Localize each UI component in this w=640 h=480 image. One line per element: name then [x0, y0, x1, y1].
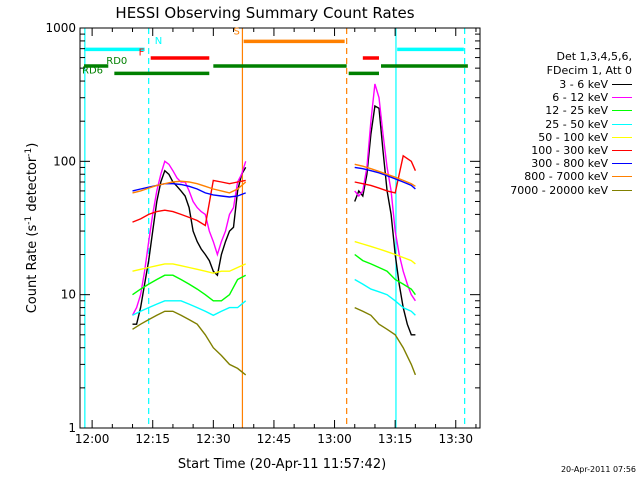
legend-label: 6 - 12 keV [552, 91, 608, 105]
legend-swatch [612, 149, 632, 151]
legend-label: 800 - 7000 keV [524, 170, 608, 184]
series-line-7000-20000-kev [132, 306, 417, 376]
series-line-25-50-kev [132, 278, 416, 317]
y-tick-label: 1 [68, 421, 76, 435]
legend-swatch [612, 123, 632, 125]
legend-swatch [612, 189, 632, 191]
series-line-12-25-kev [132, 253, 416, 302]
x-tick-label: 13:00 [317, 432, 352, 446]
legend-label: 25 - 50 keV [545, 117, 608, 131]
series-line-3-6-kev [132, 104, 416, 336]
x-axis-label: Start Time (20-Apr-11 11:57:42) [178, 457, 386, 472]
y-tick-label: 100 [53, 154, 76, 168]
series-line-6-12-kev [131, 83, 416, 316]
legend-item: 50 - 100 keV [478, 131, 632, 144]
y-axis-label-part: detector [25, 156, 40, 216]
flag-label-f: F [139, 47, 145, 58]
legend-item: 6 - 12 keV [478, 91, 632, 104]
legend-label: 300 - 800 keV [531, 157, 608, 171]
footer-timestamp: 20-Apr-2011 07:56 [560, 465, 636, 474]
y-tick-label: 1000 [45, 21, 76, 35]
x-tick-label: 13:15 [378, 432, 413, 446]
chart-title: HESSI Observing Summary Count Rates [115, 4, 414, 22]
y-axis-label-sup: -1 [24, 216, 34, 225]
legend-item: 25 - 50 keV [478, 118, 632, 131]
x-tick-label: 12:00 [75, 432, 110, 446]
y-axis-label-part: Count Rate (s [25, 225, 40, 314]
flag-label-rd0: RD0 [106, 56, 127, 67]
legend-item: 12 - 25 keV [478, 104, 632, 117]
legend-swatch [612, 84, 632, 85]
legend-label: 7000 - 20000 keV [510, 183, 608, 197]
series-line-800-7000-kev [132, 163, 416, 194]
legend-label: 50 - 100 keV [538, 130, 608, 144]
legend-header: FDecim 1, Att 0 [546, 64, 632, 77]
legend: Det 1,3,4,5,6, FDecim 1, Att 0 3 - 6 keV… [478, 50, 632, 197]
plot-frame [79, 27, 481, 429]
legend-label: 12 - 25 keV [545, 104, 608, 118]
legend-item: 7000 - 20000 keV [478, 184, 632, 197]
flag-label-rd6: RD6 [82, 65, 103, 76]
x-tick-label: 12:45 [257, 432, 292, 446]
legend-item: 300 - 800 keV [478, 157, 632, 170]
legend-label: 100 - 300 keV [531, 143, 608, 157]
y-tick-label: 10 [61, 288, 76, 302]
legend-swatch [612, 97, 632, 99]
legend-swatch [612, 163, 632, 165]
x-tick-label: 13:30 [438, 432, 473, 446]
legend-swatch [612, 110, 632, 112]
legend-item: 800 - 7000 keV [478, 170, 632, 183]
y-axis-label-sup: -1 [24, 148, 34, 157]
flag-label-s: S [234, 27, 240, 38]
legend-item: 100 - 300 keV [478, 144, 632, 157]
legend-header: Det 1,3,4,5,6, [556, 50, 632, 63]
series-line-100-300-kev [132, 154, 417, 227]
y-axis-label-part: ) [25, 143, 40, 148]
y-axis-label: Count Rate (s-1 detector-1) [24, 143, 40, 314]
flag-label-n: N [155, 36, 162, 47]
legend-label: 3 - 6 keV [559, 78, 608, 91]
x-tick-label: 12:15 [135, 432, 170, 446]
legend-item: 3 - 6 keV [478, 78, 632, 91]
legend-swatch [612, 136, 632, 138]
x-tick-label: 12:30 [196, 432, 231, 446]
series-line-50-100-kev [132, 240, 416, 274]
legend-swatch [612, 176, 632, 178]
legend-rows: 3 - 6 keV 6 - 12 keV 12 - 25 keV 25 - 50 ke… [478, 78, 632, 197]
